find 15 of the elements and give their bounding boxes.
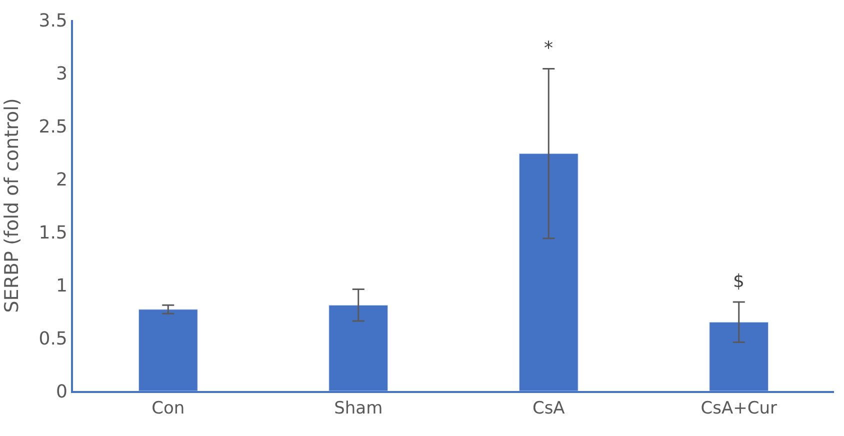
y-tick-label: 3 xyxy=(56,63,68,84)
y-tick-label: 0.5 xyxy=(38,328,68,350)
y-tick-label: 1 xyxy=(56,275,68,296)
x-tick-label: CsA xyxy=(532,398,566,418)
y-axis-title: SERBP (fold of control) xyxy=(1,98,24,313)
x-tick-label: Sham xyxy=(334,398,383,418)
annotation: $ xyxy=(733,271,744,292)
x-tick-label: CsA+Cur xyxy=(700,398,778,418)
y-tick-label: 1.5 xyxy=(38,222,68,244)
y-tick-label: 2 xyxy=(56,169,68,190)
annotation: * xyxy=(544,38,553,59)
y-tick-label: 3.5 xyxy=(38,10,68,32)
y-tick-label: 0 xyxy=(56,381,68,402)
y-tick-label: 2.5 xyxy=(38,116,68,138)
x-tick-label: Con xyxy=(152,398,185,418)
